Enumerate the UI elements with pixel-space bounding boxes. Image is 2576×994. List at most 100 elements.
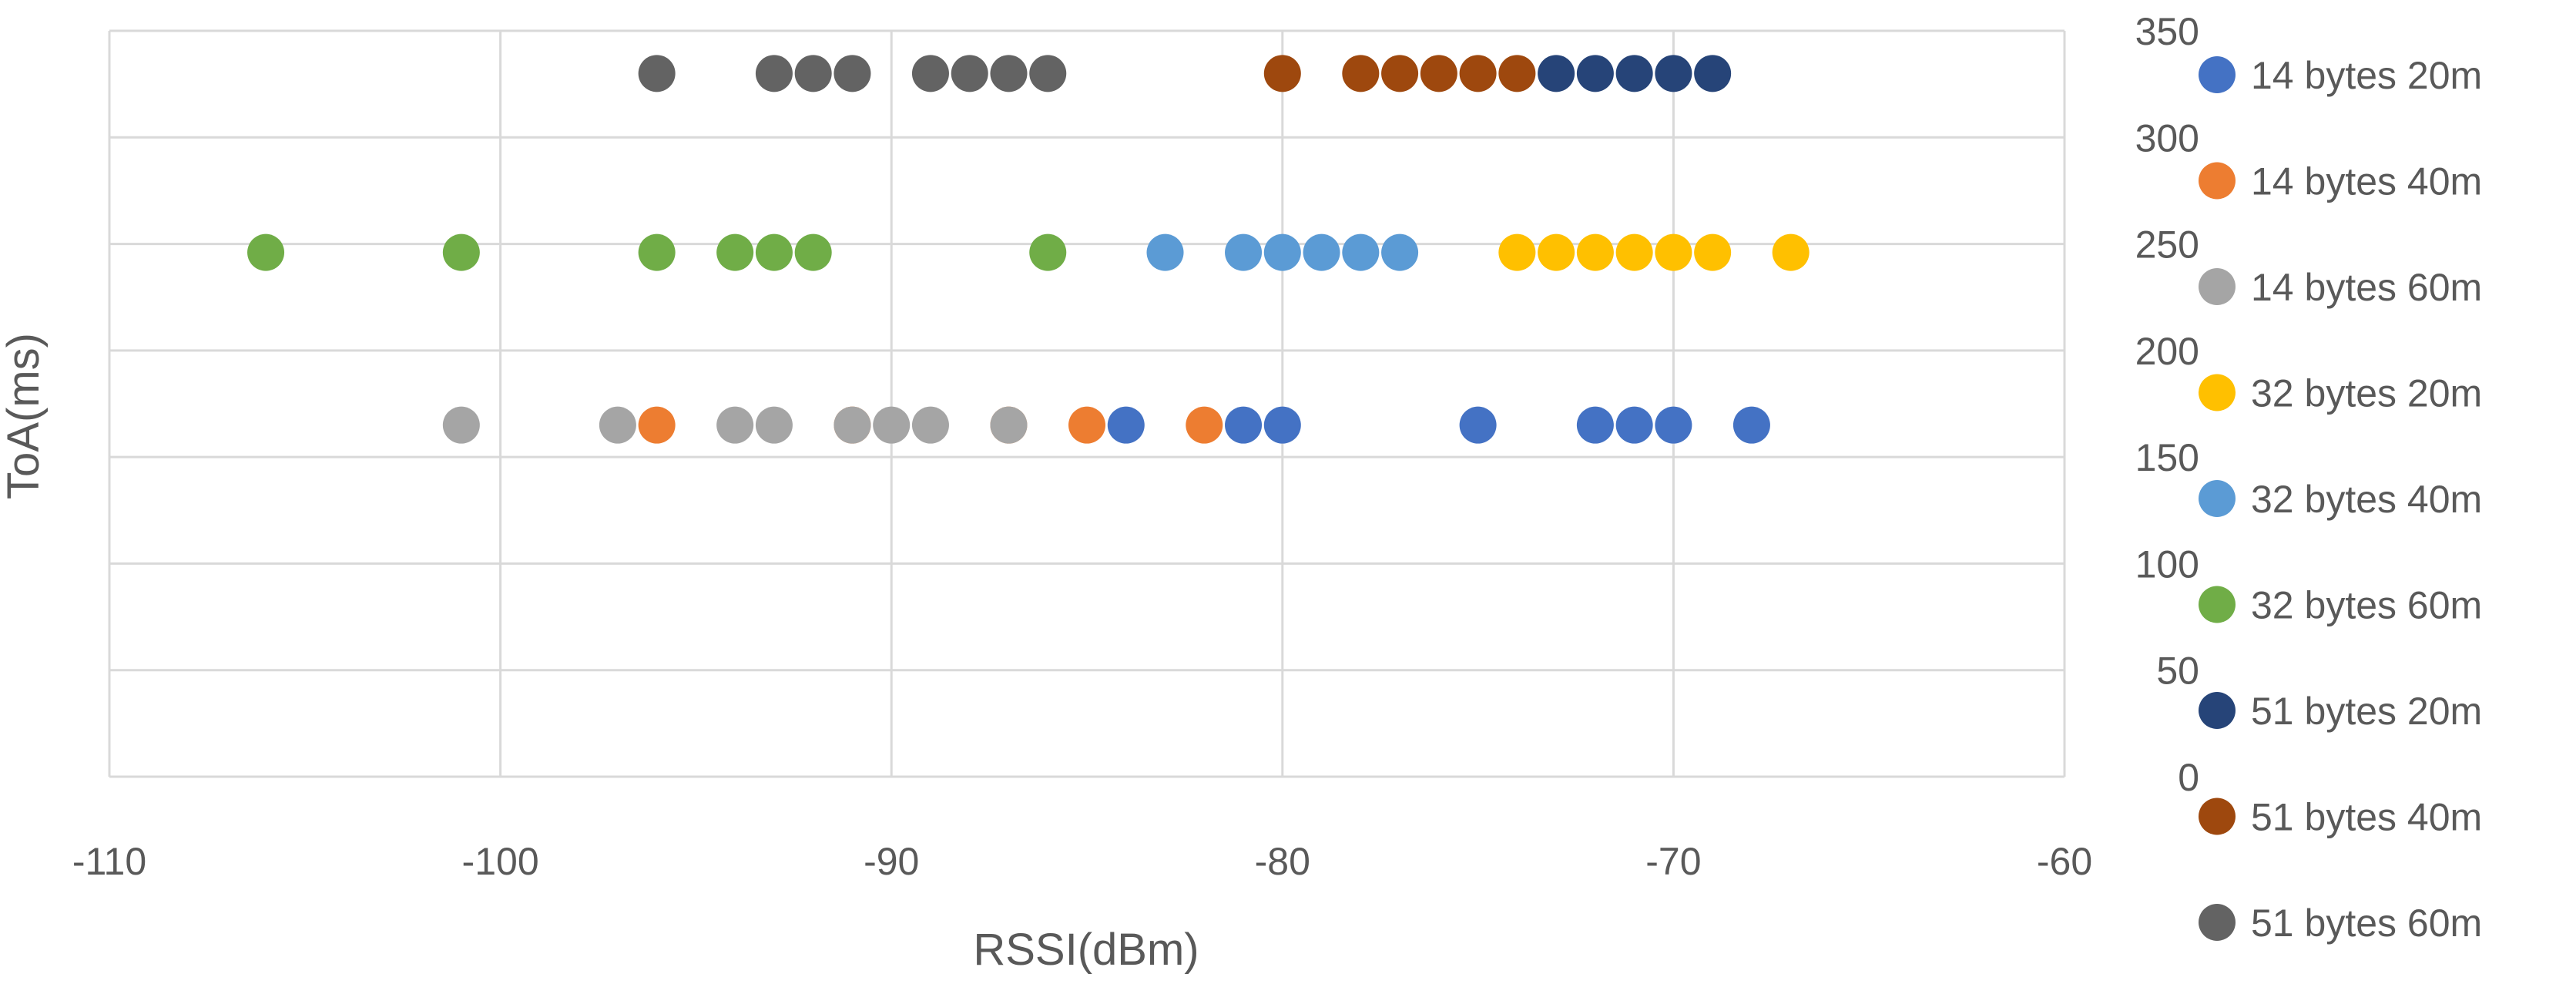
legend-marker [2199,56,2236,93]
x-axis-ticks: -110 -100 -90 -80 -70 -60 [72,840,2092,883]
data-point [716,406,754,444]
x-tick-label: -110 [72,840,146,883]
series-2 [442,406,1028,444]
data-point [755,233,793,271]
y-tick-label: 50 [2156,650,2199,693]
data-point [442,233,480,271]
data-point [1342,55,1380,92]
data-point [873,406,911,444]
legend-label: 51 bytes 20m [2251,690,2482,733]
x-tick-label: -60 [2037,840,2092,883]
y-tick-label: 250 [2135,223,2199,267]
series-4 [1146,233,1419,271]
legend-item: 14 bytes 60m [2199,266,2482,309]
legend-marker [2199,268,2236,305]
data-point [755,55,793,92]
data-point [1029,233,1067,271]
data-point [1576,406,1614,444]
data-point [1655,55,1692,92]
legend-item: 32 bytes 20m [2199,372,2482,415]
legend-label: 51 bytes 40m [2251,796,2482,839]
data-point [1303,233,1340,271]
legend-item: 32 bytes 40m [2199,478,2482,521]
legend-label: 14 bytes 40m [2251,160,2482,203]
y-tick-label: 300 [2135,116,2199,160]
y-tick-label: 150 [2135,436,2199,479]
data-point [1655,406,1692,444]
legend-marker [2199,374,2236,411]
series-8 [638,55,1067,92]
data-point [1459,55,1497,92]
data-point [1107,406,1145,444]
data-point [911,406,949,444]
gridlines [108,29,2066,778]
data-point [599,406,636,444]
y-tick-label: 350 [2135,10,2199,53]
legend-marker [2199,798,2236,835]
data-point [1615,233,1653,271]
data-point [638,233,676,271]
data-point [794,55,832,92]
legend-label: 51 bytes 60m [2251,902,2482,945]
x-tick-label: -90 [864,840,919,883]
data-point [1538,233,1575,271]
data-point [990,406,1028,444]
legend-marker [2199,692,2236,729]
data-point [1029,55,1067,92]
data-point [1381,233,1419,271]
y-tick-label: 0 [2178,756,2199,799]
legend-item: 32 bytes 60m [2199,584,2482,627]
legend: 14 bytes 20m 14 bytes 40m 14 bytes 60m 32 b… [2199,54,2482,945]
legend-label: 32 bytes 60m [2251,584,2482,627]
data-points [247,55,1810,444]
legend-label: 32 bytes 20m [2251,372,2482,415]
data-point [1263,233,1301,271]
legend-item: 14 bytes 40m [2199,160,2482,203]
data-point [638,55,676,92]
legend-label: 32 bytes 40m [2251,478,2482,521]
x-tick-label: -100 [462,840,539,883]
data-point [1732,406,1770,444]
series-5 [247,233,1067,271]
legend-marker [2199,586,2236,623]
data-point [1655,233,1692,271]
data-point [1498,55,1536,92]
legend-item: 51 bytes 60m [2199,902,2482,945]
data-point [834,55,871,92]
x-tick-label: -80 [1255,840,1310,883]
data-point [834,406,871,444]
legend-marker [2199,162,2236,200]
series-0 [1107,406,1770,444]
y-axis-ticks: 0 50 100 150 200 250 300 350 [2135,10,2199,799]
legend-marker [2199,480,2236,517]
data-point [1615,55,1653,92]
data-point [1146,233,1184,271]
x-tick-label: -70 [1645,840,1701,883]
legend-item: 14 bytes 20m [2199,54,2482,97]
data-point [1068,406,1105,444]
data-point [1186,406,1223,444]
y-axis-title: ToA(ms) [0,333,49,499]
legend-item: 51 bytes 40m [2199,796,2482,839]
x-axis-title: RSSI(dBm) [973,925,1199,975]
data-point [951,55,988,92]
legend-label: 14 bytes 20m [2251,54,2482,97]
data-point [1459,406,1497,444]
data-point [1225,233,1263,271]
data-point [1615,406,1653,444]
data-point [1576,55,1614,92]
data-point [911,55,949,92]
data-point [1694,55,1732,92]
y-tick-label: 200 [2135,330,2199,373]
y-tick-label: 100 [2135,542,2199,586]
data-point [1263,406,1301,444]
data-point [716,233,754,271]
data-point [638,406,676,444]
legend-item: 51 bytes 20m [2199,690,2482,733]
data-point [247,233,285,271]
data-point [1772,233,1810,271]
data-point [755,406,793,444]
data-point [1498,233,1536,271]
series-3 [1498,233,1810,271]
